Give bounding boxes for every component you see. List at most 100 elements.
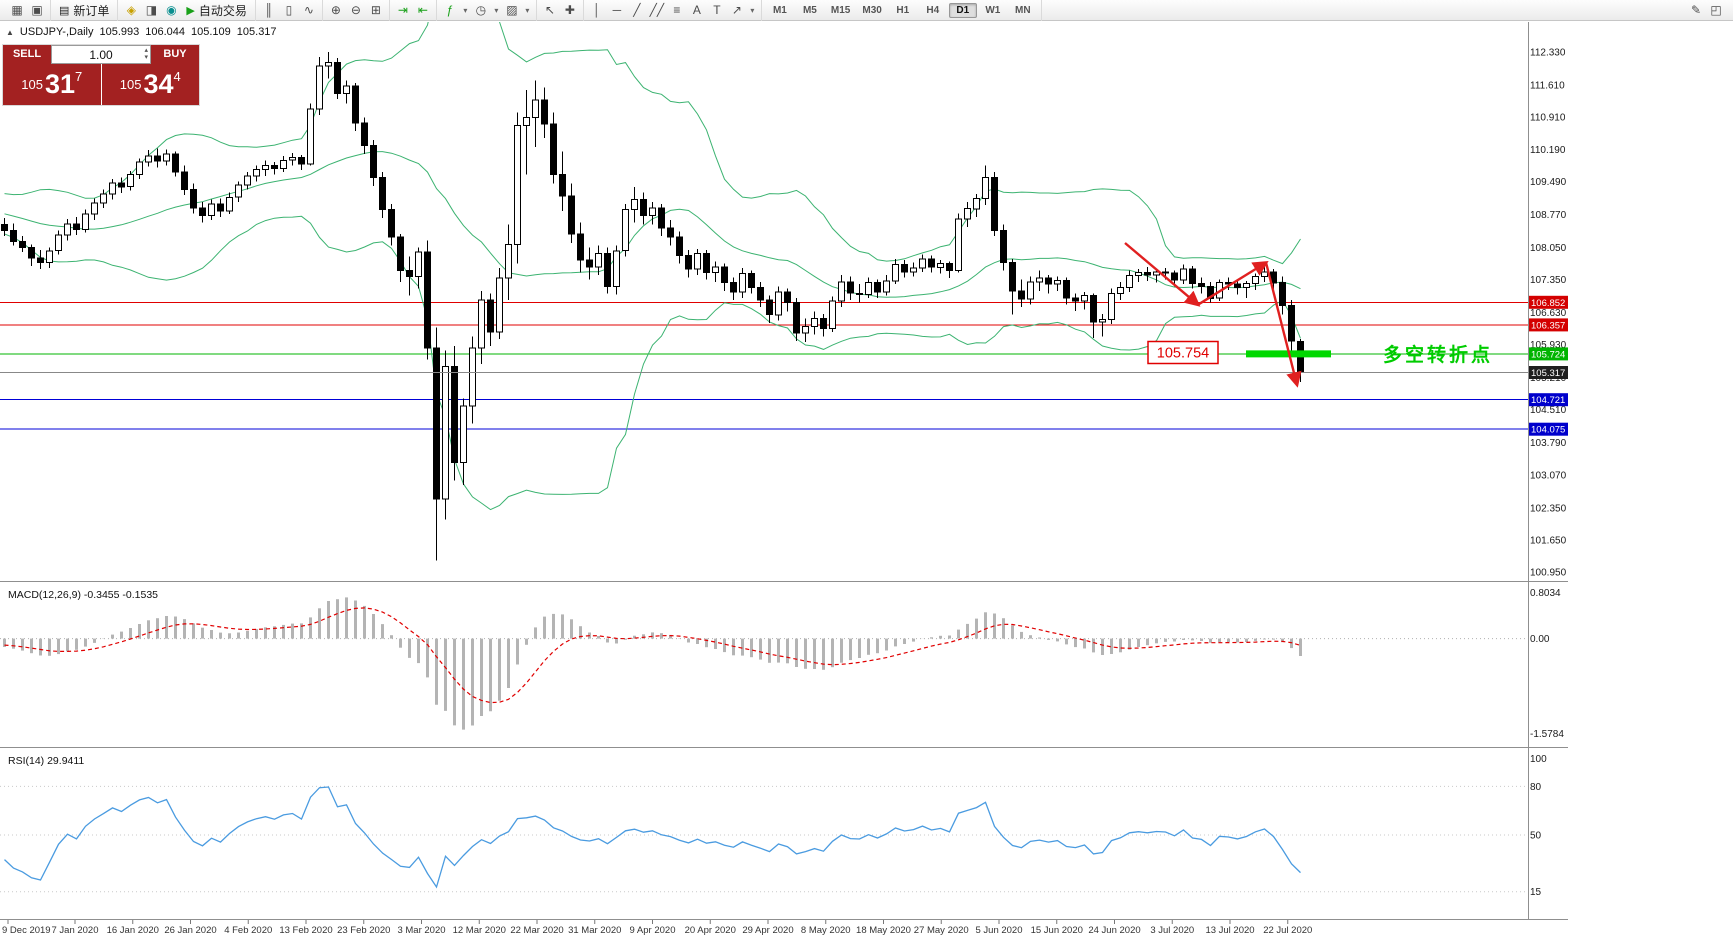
svg-text:103.070: 103.070 (1530, 471, 1567, 482)
svg-text:107.350: 107.350 (1530, 275, 1567, 286)
templates-icon[interactable]: ▨ (506, 2, 518, 17)
cursor-icon[interactable]: ↖ (544, 2, 555, 17)
timeframe-button-H4[interactable]: H4 (926, 4, 940, 16)
lot-size-input[interactable]: 1.00 ▴ ▾ (51, 45, 151, 64)
windows-icon[interactable]: ◰ (1710, 2, 1722, 17)
new-order-button[interactable]: ▤ 新订单 (54, 2, 114, 19)
timeframe-button-W1[interactable]: W1 (985, 4, 1001, 16)
buy-button[interactable]: 105 34 4 (101, 64, 199, 105)
trend-arrows[interactable] (1124, 242, 1302, 388)
bar-chart-icon[interactable]: ║ (264, 2, 274, 17)
svg-text:23 Feb 2020: 23 Feb 2020 (337, 925, 390, 936)
ohlc-low: 105.109 (191, 26, 231, 38)
auto-scroll-icon[interactable]: ⇥ (397, 2, 408, 17)
tile-windows-icon[interactable]: ⊞ (370, 2, 381, 17)
timeframe-button-M15[interactable]: M15 (830, 4, 851, 16)
svg-text:20 Apr 2020: 20 Apr 2020 (685, 925, 736, 936)
timeframe-button-MN[interactable]: MN (1015, 4, 1031, 16)
svg-text:111.610: 111.610 (1530, 80, 1565, 91)
text-icon[interactable]: A (692, 2, 701, 17)
line-chart-icon[interactable]: ∿ (303, 2, 314, 17)
periods-menu-caret-icon[interactable]: ▾ (494, 5, 499, 15)
horizontal-line-icon[interactable]: ─ (612, 2, 622, 17)
candlestick-chart-icon[interactable]: ▯ (285, 2, 293, 17)
price-axis[interactable]: 112.330 111.610 110.910 110.190 109.490 108.7… (1529, 47, 1568, 579)
trend-arrow-segment[interactable] (1264, 262, 1302, 388)
sell-button-label[interactable]: SELL (3, 45, 51, 64)
svg-text:106.630: 106.630 (1530, 308, 1567, 319)
ohlc-open: 105.993 (99, 26, 140, 38)
svg-text:112.330: 112.330 (1530, 47, 1566, 58)
svg-text:13 Jul 2020: 13 Jul 2020 (1205, 925, 1254, 936)
pencil-icon[interactable]: ✎ (1690, 2, 1702, 17)
timeframe-button-D1[interactable]: D1 (948, 2, 977, 18)
svg-text:5 Jun 2020: 5 Jun 2020 (975, 925, 1022, 936)
price-axis-label: 105.724 (1529, 347, 1568, 361)
timeframe-button-M1[interactable]: M1 (772, 4, 787, 16)
svg-text:7 Jan 2020: 7 Jan 2020 (51, 925, 98, 936)
svg-text:27 May 2020: 27 May 2020 (914, 925, 969, 936)
buy-button-label[interactable]: BUY (151, 45, 199, 64)
profiles-icon[interactable]: ▣ (31, 2, 43, 17)
ohlc-high: 106.044 (145, 26, 186, 38)
symbol-period: USDJPY-,Daily (19, 26, 94, 38)
navigator-icon[interactable]: ◉ (166, 2, 177, 17)
price-chart: 105.754 多空转折点 112.330 111.610 110.910 110.190… (0, 22, 1568, 936)
svg-text:16 Jan 2020: 16 Jan 2020 (107, 925, 159, 936)
lot-size-spinner: ▴ ▾ (144, 47, 148, 61)
zoom-in-icon[interactable]: ⊕ (330, 2, 341, 17)
price-callout-box[interactable]: 105.754 (1147, 340, 1219, 365)
new-chart-icon[interactable]: ▦ (11, 2, 23, 17)
one-click-collapse-icon[interactable]: ▲ (6, 27, 14, 37)
timeframe-button-M30[interactable]: M30 (862, 4, 882, 16)
price-axis-label: 106.357 (1529, 318, 1568, 332)
indicators-menu-caret-icon[interactable]: ▾ (463, 5, 468, 15)
metaeditor-icon[interactable]: ◈ (126, 2, 137, 17)
svg-text:29 Apr 2020: 29 Apr 2020 (742, 925, 793, 936)
fibonacci-icon[interactable]: ≡ (673, 2, 681, 17)
chart-window: ▲ USDJPY-,Daily 105.993 106.044 105.109 … (0, 22, 1568, 946)
date-axis[interactable]: 9 Dec 2019 7 Jan 2020 16 Jan 2020 26 Jan 20… (2, 920, 1312, 936)
templates-menu-caret-icon[interactable]: ▾ (525, 5, 530, 15)
lot-down-icon[interactable]: ▾ (144, 54, 148, 61)
sell-price-prefix: 105 (21, 77, 43, 92)
indicators-icon[interactable]: ƒ (446, 2, 454, 17)
timeframe-button-M5[interactable]: M5 (802, 4, 817, 16)
timeframe-toolbar: M1 M5 M15 M30 H1 H4 D1 W1 MN (762, 0, 1042, 21)
lot-up-icon[interactable]: ▴ (144, 47, 148, 54)
objects-menu-caret-icon[interactable]: ▾ (750, 5, 755, 15)
arrows-icon[interactable]: ↗ (731, 2, 742, 17)
chart-shift-icon[interactable]: ⇤ (417, 2, 428, 17)
svg-text:104.721: 104.721 (1531, 395, 1565, 406)
autotrade-button-label: 自动交易 (198, 3, 247, 18)
trendline-icon[interactable]: ╱ (633, 2, 641, 17)
candles-layer (1, 51, 1304, 561)
periods-icon[interactable]: ◷ (475, 2, 487, 17)
toolbar: ▦ ▣ ▤ 新订单 ◈ ◨ ◉ ▶ 自动交易 ║ ▯ ∿ ⊕ ⊖ ⊞ ⇥ ⇤ ƒ ▾ ◷ ▾ ▨ ▾ ↖ ✚ │ ─ ╱ ╱╱ ≡ A T ↗ ▾… (0, 0, 1733, 21)
svg-text:105.317: 105.317 (1531, 368, 1565, 379)
trend-arrow-segment[interactable] (1197, 260, 1269, 306)
data-window-icon[interactable]: ◨ (145, 2, 158, 17)
zoom-out-icon[interactable]: ⊖ (350, 2, 361, 17)
buy-price-point: 4 (173, 69, 181, 84)
timeframe-button-H1[interactable]: H1 (896, 4, 910, 16)
crosshair-icon[interactable]: ✚ (564, 2, 575, 17)
toolbar-group: ▦ ▣ (4, 0, 51, 21)
svg-text:15: 15 (1530, 887, 1542, 898)
svg-text:100.950: 100.950 (1530, 568, 1567, 579)
svg-text:9 Apr 2020: 9 Apr 2020 (630, 925, 676, 936)
channel-icon[interactable]: ╱╱ (649, 2, 665, 17)
macd-signal-line (4, 607, 1301, 704)
autotrade-button[interactable]: ▶ 自动交易 (181, 2, 251, 19)
label-icon[interactable]: T (713, 2, 721, 17)
svg-text:3 Jul 2020: 3 Jul 2020 (1150, 925, 1194, 936)
svg-text:4 Feb 2020: 4 Feb 2020 (224, 925, 272, 936)
svg-text:106.852: 106.852 (1531, 298, 1565, 309)
annotation-text-label[interactable]: 多空转折点 (1383, 343, 1493, 366)
sell-button[interactable]: 105 31 7 (3, 64, 101, 105)
lot-size-value[interactable]: 1.00 (89, 47, 113, 62)
vertical-line-icon[interactable]: │ (593, 2, 601, 17)
trend-arrow-segment[interactable] (1124, 242, 1201, 307)
macd-panel: MACD(12,26,9) -0.3455 -0.1535 0.8034 0.00 -… (0, 588, 1564, 740)
svg-text:101.650: 101.650 (1530, 536, 1567, 547)
